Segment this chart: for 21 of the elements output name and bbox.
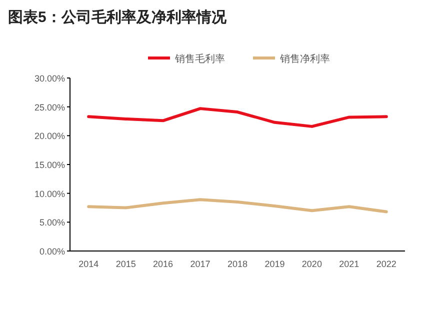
x-tick-label: 2016	[153, 259, 174, 269]
chart-title: 图表5：公司毛利率及净利率情况	[8, 8, 228, 26]
x-tick-label: 2017	[190, 259, 210, 269]
legend-label: 销售净利率	[279, 53, 330, 65]
y-tick-label: 20.00%	[34, 131, 65, 142]
y-tick-label: 10.00%	[34, 188, 65, 199]
y-tick-label: 15.00%	[34, 160, 65, 170]
x-tick-label: 2021	[339, 259, 360, 269]
line-series	[87, 107, 388, 128]
y-tick-label: 0.00%	[39, 246, 65, 256]
y-tick-label: 25.00%	[34, 102, 65, 112]
x-tick-label: 2018	[227, 259, 248, 269]
x-tick-label: 2020	[302, 259, 322, 269]
legend-label: 销售毛利率	[174, 53, 225, 65]
x-tick-label: 2014	[78, 259, 99, 269]
x-tick-label: 2019	[264, 259, 285, 269]
x-tick-label: 2022	[376, 259, 396, 269]
y-tick-label: 30.00%	[34, 74, 65, 84]
y-tick-label: 5.00%	[39, 218, 65, 228]
line-series	[87, 198, 388, 214]
x-tick-label: 2015	[116, 259, 136, 269]
